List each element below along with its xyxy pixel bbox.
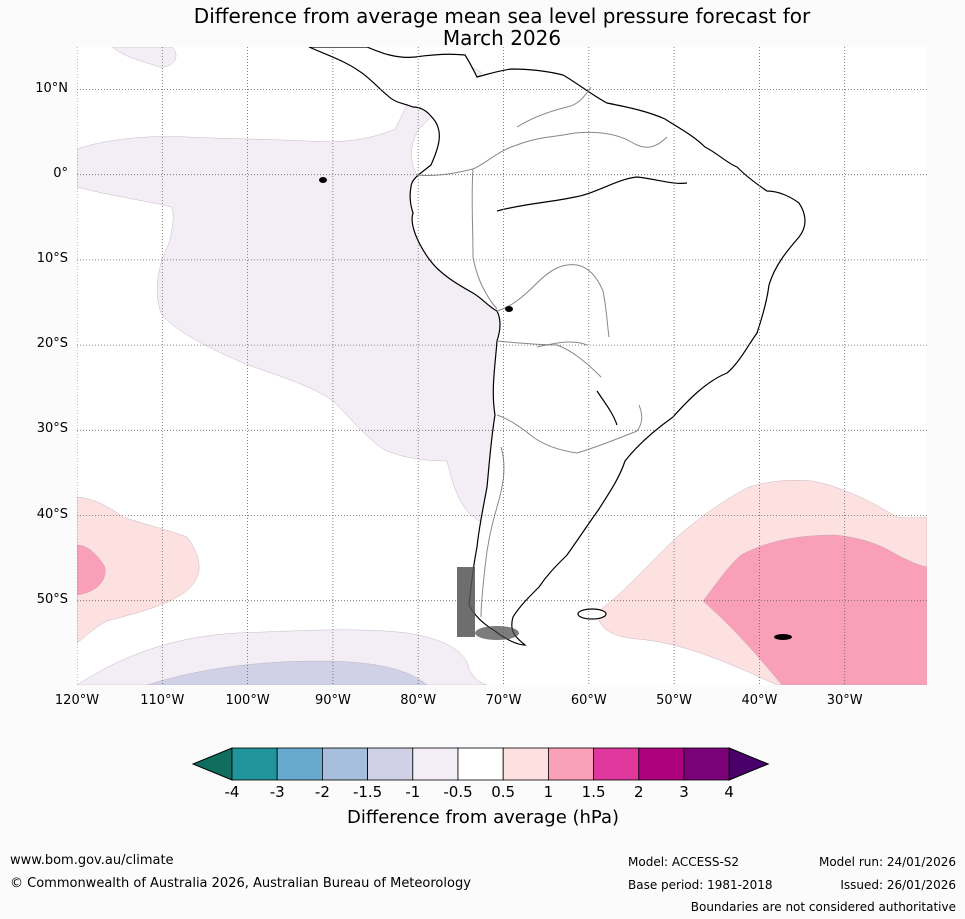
footer-issued: Issued: 26/01/2026 [840,878,956,892]
colorbar-segment [502,747,549,781]
colorbar-segment [593,747,640,781]
colorbar-segment [457,747,504,781]
colorbar-extend-high [728,747,770,781]
colorbar-tick-label: -3 [269,783,285,801]
footer-website: www.bom.gov.au/climate [10,853,174,868]
colorbar-segment [683,747,730,781]
longitude-label: 70°W [485,693,522,708]
colorbar-tick-label: 4 [724,783,734,801]
longitude-label: 120°W [54,693,100,708]
colorbar-segment [231,747,278,781]
colorbar-tick-label: -0.5 [443,783,473,801]
chart-title: Difference from average mean sea level p… [77,5,927,49]
colorbar-segment [276,747,323,781]
island-tierra-del-fuego [475,626,519,640]
footer-base-period: Base period: 1981-2018 [628,878,773,892]
colorbar-label: Difference from average (hPa) [346,807,620,828]
longitude-label: 50°W [656,693,693,708]
lake-titicaca [505,306,513,312]
footer-model: Model: ACCESS-S2 [628,855,740,869]
continent-south-america [308,47,806,646]
latitude-label: 20°S [36,336,68,352]
colorbar-tick-label: -2 [314,783,330,801]
island-south-georgia [774,634,792,640]
longitude-label: 60°W [570,693,607,708]
colorbar-tick-label: 2 [634,783,644,801]
colorbar-tick-label: -4 [224,783,240,801]
title-line-2: March 2026 [442,26,562,50]
anomaly-region-positive-west-core [77,544,106,596]
latitude-label: 0° [53,165,68,181]
colorbar-tick-label: -1 [405,783,421,801]
anomaly-region-negative-small-north [111,47,177,68]
island-chilean-archipelago [457,567,475,637]
colorbar-segment [547,747,594,781]
colorbar [191,747,770,781]
colorbar-tick-label: -1.5 [352,783,383,801]
longitude-label: 40°W [741,693,778,708]
latitude-label: 50°S [36,591,68,607]
longitude-label: 110°W [140,693,185,708]
anomaly-region-positive-west [77,496,200,644]
colorbar-extend-low [191,747,233,781]
colorbar-segment [638,747,685,781]
colorbar-tick-label: 3 [679,783,689,801]
latitude-label: 40°S [36,506,68,522]
rivers [496,176,688,426]
footer-model-run: Model run: 24/01/2026 [818,855,956,869]
colorbar-segment [321,747,368,781]
longitude-label: 100°W [225,693,270,708]
longitude-label: 80°W [400,693,437,708]
colorbar-segment [412,747,459,781]
colorbar-tick-label: 0.5 [491,783,516,801]
latitude-label: 10°N [35,80,68,96]
title-line-1: Difference from average mean sea level p… [193,4,811,28]
footer-disclaimer: Boundaries are not considered authoritat… [690,900,956,914]
latitude-label: 30°S [36,421,68,437]
graticule [77,47,927,685]
footer-copyright: © Commonwealth of Australia 2026, Austra… [10,876,471,891]
colorbar-tick-label: 1 [543,783,554,801]
colorbar-segment [367,747,414,781]
island-falklands [577,608,607,620]
latitude-label: 10°S [36,250,68,266]
pressure-anomaly-map [77,47,927,685]
island-galapagos [319,177,327,183]
longitude-label: 30°W [826,693,863,708]
colorbar-tick-label: 1.5 [581,783,606,801]
anomaly-region-negative-medium-south [146,660,428,685]
longitude-label: 90°W [314,693,351,708]
